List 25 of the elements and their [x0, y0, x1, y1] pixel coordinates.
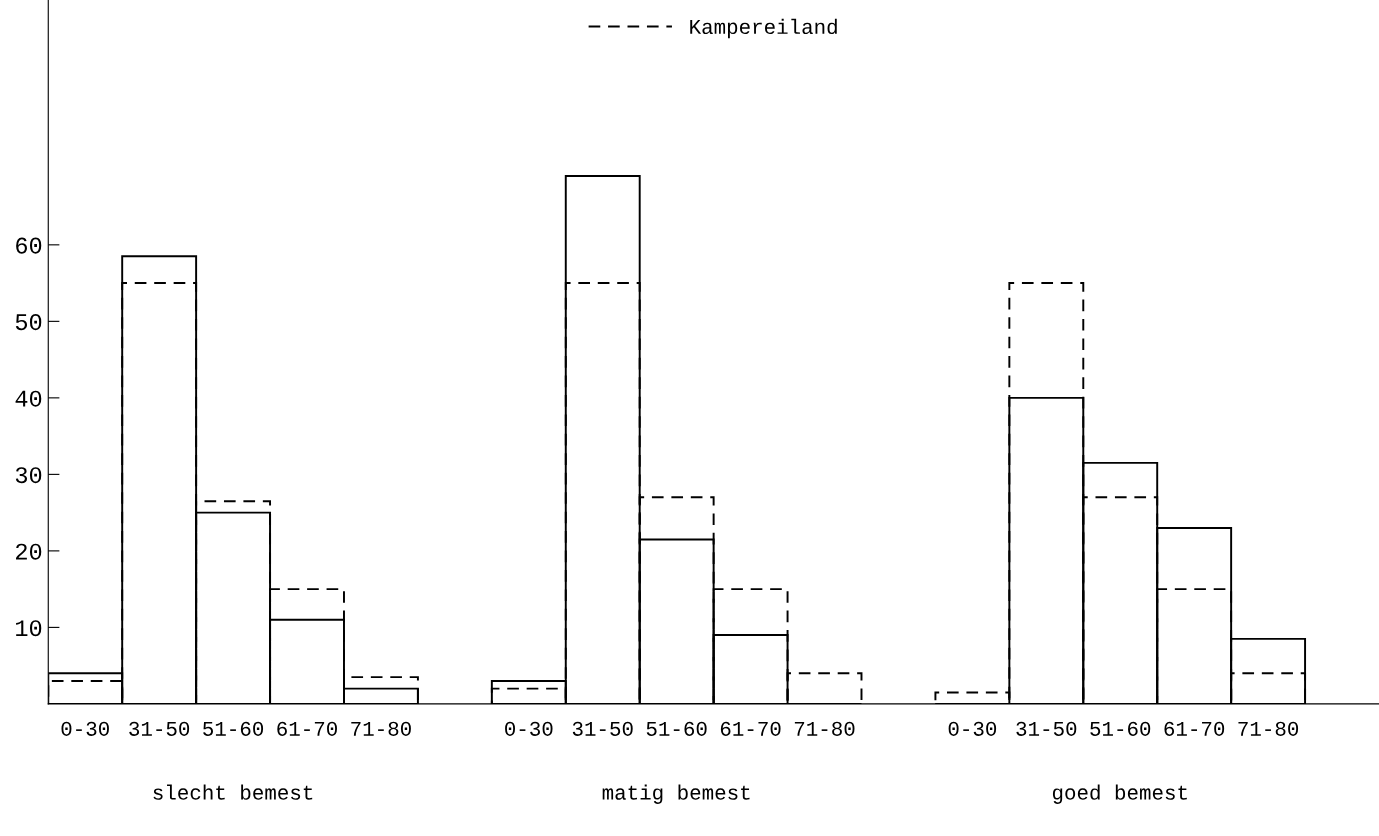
y-tick-label: 60 [16, 237, 42, 254]
x-tick-label: 71-80 [794, 721, 855, 736]
y-tick-label: 40 [15, 390, 42, 407]
x-tick-label: 61-70 [720, 721, 781, 736]
x-tick-label: 61-70 [1164, 721, 1225, 736]
x-tick-label: 61-70 [277, 721, 337, 736]
text: slecht bemest [153, 784, 313, 800]
y-tick-label: 30 [15, 467, 42, 484]
x-tick-label: 71-80 [351, 721, 411, 736]
x-tick-label: 51-60 [1090, 721, 1151, 736]
y-tick-label: 50 [15, 314, 42, 331]
y-tick-label: 20 [16, 543, 42, 560]
x-tick-label: 31-50 [572, 721, 633, 736]
x-tick-label: 71-80 [1238, 721, 1299, 736]
x-tick-label: 51-60 [646, 721, 707, 736]
x-tick-label: 0-30 [948, 721, 997, 736]
x-tick-label: 0-30 [61, 721, 109, 736]
legend-label: Kampereiland [690, 18, 837, 39]
text: matig bemest [602, 784, 750, 804]
text: goed bemest [1052, 784, 1187, 804]
x-tick-label: 31-50 [129, 721, 190, 736]
x-tick-label: 51-60 [203, 721, 264, 736]
y-tick-label: 10 [16, 620, 42, 637]
x-tick-label: 0-30 [505, 721, 553, 736]
x-tick-label: 31-50 [1016, 721, 1077, 736]
